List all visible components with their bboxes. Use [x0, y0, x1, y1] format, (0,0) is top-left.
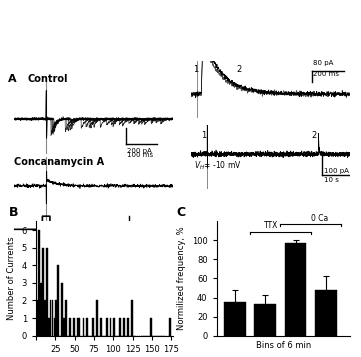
Bar: [38, 230, 40, 336]
Text: 200 ms: 200 ms: [313, 71, 339, 77]
Bar: [127, 318, 129, 336]
Bar: [69, 318, 71, 336]
Bar: [53, 318, 55, 336]
Bar: [131, 301, 132, 336]
Bar: [57, 265, 59, 336]
Bar: [52, 301, 53, 336]
Bar: [123, 318, 125, 336]
Text: B: B: [9, 206, 18, 218]
Text: Control: Control: [27, 74, 68, 84]
Text: 100 ms: 100 ms: [127, 152, 153, 158]
Y-axis label: Normilized frequency, %: Normilized frequency, %: [177, 227, 186, 330]
Text: 0 Ca: 0 Ca: [311, 214, 329, 223]
Text: 100 pA: 100 pA: [324, 168, 349, 174]
Text: 1: 1: [193, 65, 198, 74]
Y-axis label: Number of Currents: Number of Currents: [7, 237, 16, 320]
Bar: [56, 301, 57, 336]
Bar: [315, 290, 337, 336]
Bar: [77, 318, 79, 336]
Text: 60 mV: 60 mV: [130, 222, 153, 228]
Text: 1: 1: [201, 131, 206, 140]
Bar: [106, 318, 108, 336]
Text: 80 pA: 80 pA: [313, 60, 334, 66]
Bar: [86, 318, 88, 336]
Bar: [79, 318, 81, 336]
Bar: [40, 283, 42, 336]
Bar: [42, 248, 44, 336]
Bar: [48, 318, 49, 336]
Text: A: A: [8, 74, 17, 84]
Bar: [61, 283, 63, 336]
Bar: [83, 318, 84, 336]
Text: TTX: TTX: [264, 221, 278, 230]
Text: $V_H$= -10 mV: $V_H$= -10 mV: [193, 159, 241, 172]
X-axis label: Bins of 6 min: Bins of 6 min: [256, 341, 311, 350]
Bar: [46, 248, 48, 336]
Bar: [170, 318, 171, 336]
Text: 2: 2: [312, 131, 317, 140]
Bar: [44, 301, 46, 336]
Text: 200 pA: 200 pA: [127, 148, 152, 154]
Bar: [113, 318, 115, 336]
Bar: [284, 243, 306, 336]
Bar: [63, 318, 65, 336]
Bar: [73, 318, 75, 336]
Text: 10 s: 10 s: [324, 177, 339, 183]
Bar: [96, 301, 98, 336]
Text: Concanamycin A: Concanamycin A: [14, 157, 105, 167]
Bar: [92, 318, 94, 336]
Text: C: C: [177, 206, 186, 218]
Bar: [254, 304, 276, 336]
Bar: [150, 318, 152, 336]
Text: 2: 2: [236, 65, 242, 74]
Bar: [50, 301, 52, 336]
Bar: [224, 302, 246, 336]
Bar: [36, 301, 38, 336]
Bar: [110, 318, 112, 336]
Bar: [65, 301, 67, 336]
Bar: [100, 318, 102, 336]
Bar: [119, 318, 121, 336]
